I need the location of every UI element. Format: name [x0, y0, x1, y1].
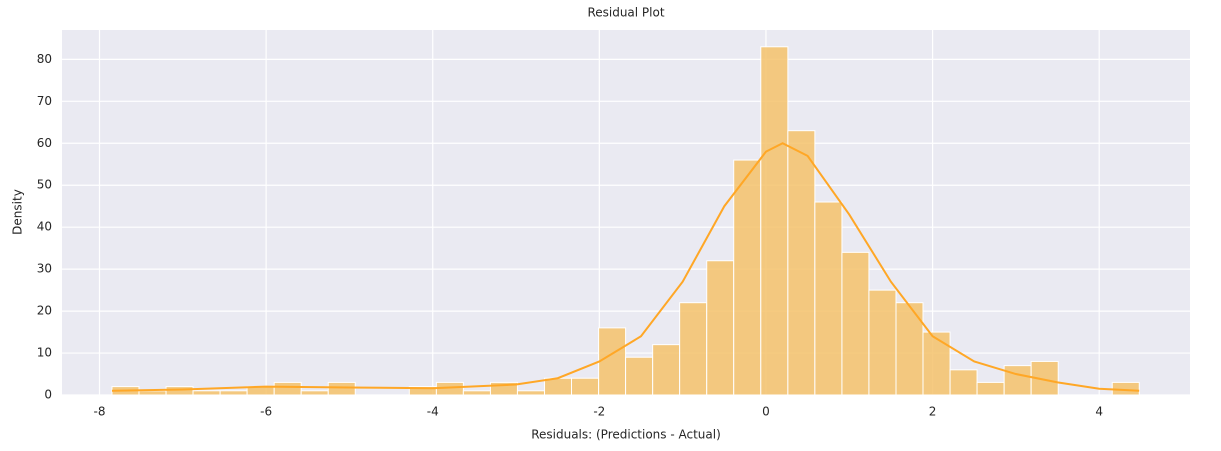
bar: [814, 201, 843, 396]
bar: [679, 302, 708, 396]
bar: [462, 390, 491, 396]
bar: [652, 344, 681, 396]
bar: [1003, 365, 1032, 396]
y-tick-label: 10: [37, 346, 52, 360]
x-tick-label: 2: [929, 405, 937, 419]
x-tick-label: -8: [94, 405, 106, 419]
x-tick-label: 4: [1095, 405, 1103, 419]
y-axis-label: Density: [11, 189, 25, 235]
bar: [300, 390, 329, 396]
bar: [733, 159, 762, 396]
bar: [922, 331, 951, 396]
bar: [760, 46, 789, 396]
bar: [138, 390, 167, 396]
bar: [327, 381, 356, 396]
y-tick-label: 30: [37, 262, 52, 276]
y-tick-label: 60: [37, 136, 52, 150]
bar: [516, 390, 546, 396]
y-tick-label: 0: [44, 388, 52, 402]
x-tick-label: 0: [762, 405, 770, 419]
y-tick-label: 80: [37, 52, 52, 66]
bar: [544, 377, 573, 396]
x-tick-label: -2: [593, 405, 605, 419]
bar: [625, 356, 654, 396]
bar: [976, 381, 1005, 396]
bar: [949, 369, 978, 396]
bar: [895, 302, 924, 396]
kde-line: [111, 142, 1140, 392]
x-tick-label: -6: [260, 405, 272, 419]
bar: [165, 386, 194, 396]
bar: [787, 130, 816, 396]
bar: [219, 390, 248, 396]
y-tick-label: 50: [37, 178, 52, 192]
x-tick-label: -4: [427, 405, 439, 419]
y-tick-label: 40: [37, 220, 52, 234]
bar: [868, 289, 897, 396]
y-tick-label: 70: [37, 94, 52, 108]
chart-title: Residual Plot: [587, 6, 664, 20]
bar: [273, 381, 302, 396]
bar: [841, 251, 870, 396]
x-axis-label: Residuals: (Predictions - Actual): [531, 428, 721, 442]
bar: [571, 377, 600, 396]
bar: [706, 260, 735, 396]
bar: [598, 327, 627, 396]
bar: [192, 390, 221, 396]
y-tick-label: 20: [37, 304, 52, 318]
